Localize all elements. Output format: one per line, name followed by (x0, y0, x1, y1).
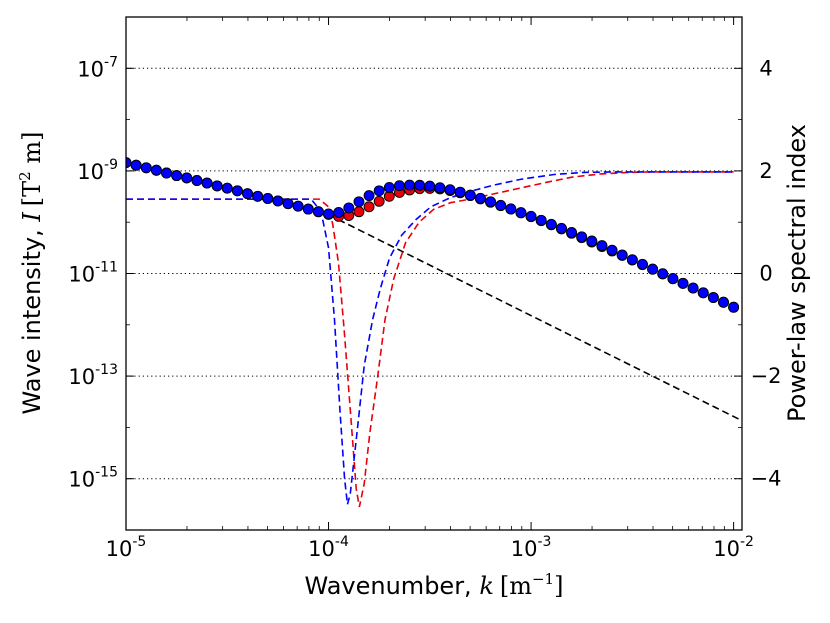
plot-area (126, 157, 742, 508)
data-point (535, 214, 547, 226)
data-point (323, 208, 334, 220)
data-point (495, 199, 507, 211)
x-axis-title: Wavenumber, k [m−1] (305, 570, 564, 600)
data-point (150, 164, 162, 176)
data-point (292, 200, 304, 212)
data-point (616, 249, 628, 261)
data-point (687, 282, 699, 294)
y-right-tick-label: −2 (751, 364, 782, 388)
data-point (647, 263, 659, 275)
x-tick-label: 10-2 (713, 534, 754, 561)
x-tick-label: 10-3 (511, 534, 552, 561)
data-point (424, 180, 436, 192)
data-point (393, 180, 405, 192)
data-point (505, 203, 517, 215)
data-point (252, 190, 264, 202)
data-point (333, 206, 345, 218)
y-left-tick-label: 10-11 (68, 260, 118, 287)
series-wave-intensity-blue-markers- (126, 157, 740, 313)
data-point (126, 157, 132, 169)
y-right-tick-label: 2 (759, 159, 772, 183)
data-point (211, 180, 223, 192)
data-point (272, 195, 284, 207)
data-point (464, 189, 476, 201)
data-point (596, 240, 608, 252)
data-point (353, 196, 365, 208)
data-point (576, 231, 588, 243)
data-point (231, 185, 243, 197)
data-point (434, 182, 446, 194)
data-point (657, 268, 669, 280)
y-right-tick-label: 0 (759, 262, 772, 286)
data-point (373, 185, 385, 197)
y-left-tick-label: 10-13 (68, 362, 118, 389)
data-point (201, 177, 213, 189)
data-point (637, 258, 648, 270)
data-point (363, 190, 375, 202)
series-spectral-index-red-dashed- (126, 171, 734, 508)
y-right-axis-title: Power-law spectral index (783, 124, 811, 422)
data-point (515, 207, 527, 219)
y-right-tick-label: 4 (759, 56, 772, 80)
data-point (353, 206, 365, 218)
x-tick-label: 10-4 (308, 534, 349, 561)
data-point (262, 193, 274, 204)
data-point (485, 196, 497, 208)
data-point (130, 159, 142, 171)
data-point (161, 167, 172, 179)
x-tick-label: 10-5 (106, 534, 147, 561)
tick-labels: 10-5 10-4 10-3 10-2 10-7 10-9 10-11 10-13 10-15 4… (68, 54, 781, 561)
data-point (312, 206, 324, 218)
data-point (363, 201, 375, 213)
data-point (626, 254, 638, 266)
data-point (707, 292, 719, 303)
data-point (718, 296, 729, 308)
series-spectral-index-blue-dashed- (126, 171, 734, 505)
grid-lines (126, 67, 742, 480)
data-point (414, 179, 426, 191)
data-point (181, 172, 193, 184)
data-point (677, 277, 689, 289)
data-point (242, 188, 253, 200)
data-point (667, 273, 679, 284)
data-point (171, 170, 183, 182)
data-point (474, 192, 486, 204)
data-point (556, 222, 567, 234)
data-point (383, 182, 395, 193)
y-left-axis-title: Wave intensity, I[T2 m] (16, 132, 46, 415)
y-right-tick-label: −4 (751, 467, 782, 491)
data-point (525, 210, 537, 222)
data-point (191, 175, 203, 186)
data-point (343, 202, 355, 214)
y-left-tick-label: 10-9 (77, 157, 118, 184)
data-point (140, 162, 152, 174)
data-point (373, 195, 385, 207)
data-point (606, 244, 618, 256)
data-point (545, 218, 557, 230)
data-point (454, 186, 466, 198)
axis-ticks (125, 16, 742, 531)
data-point (444, 184, 456, 196)
data-point (586, 235, 598, 247)
y-left-tick-label: 10-15 (68, 465, 118, 492)
data-point (728, 301, 740, 313)
data-point (302, 203, 314, 215)
data-point (221, 182, 233, 194)
series-power-law-fit-extrapolation (328, 213, 742, 422)
data-point (697, 287, 709, 299)
y-left-tick-label: 10-7 (77, 54, 118, 81)
data-point (566, 227, 578, 238)
data-point (282, 198, 294, 210)
data-point (404, 179, 416, 191)
